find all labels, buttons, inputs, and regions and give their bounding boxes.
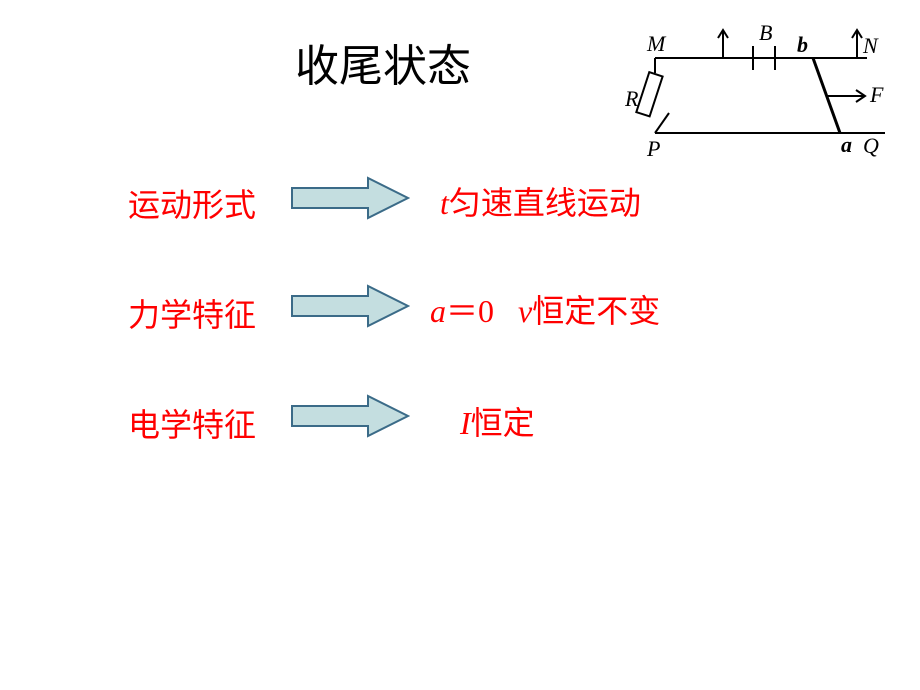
svg-text:M: M (646, 31, 667, 56)
row1-left-label: 运动形式 (128, 180, 256, 226)
svg-text:N: N (862, 33, 879, 58)
svg-text:R: R (625, 86, 639, 111)
circuit-diagram: M N P Q R B F a b (625, 18, 890, 168)
svg-text:b: b (797, 32, 808, 57)
svg-text:B: B (759, 20, 772, 45)
svg-text:P: P (646, 136, 660, 161)
svg-text:a: a (841, 132, 852, 157)
row3-arrow (290, 394, 410, 443)
page-title: 收尾状态 (295, 30, 471, 94)
svg-text:Q: Q (863, 133, 879, 158)
row3-right-label: I恒定 (460, 398, 535, 444)
row3-left-label: 电学特征 (128, 400, 256, 446)
row1-right-label: t匀速直线运动 (440, 178, 641, 224)
svg-text:F: F (869, 82, 884, 107)
row2-right-label: a＝0 v恒定不变 (430, 286, 660, 332)
row1-arrow (290, 176, 410, 225)
circuit-svg: M N P Q R B F a b (625, 18, 890, 163)
row2-arrow (290, 284, 410, 333)
row2-left-label: 力学特征 (128, 290, 256, 336)
